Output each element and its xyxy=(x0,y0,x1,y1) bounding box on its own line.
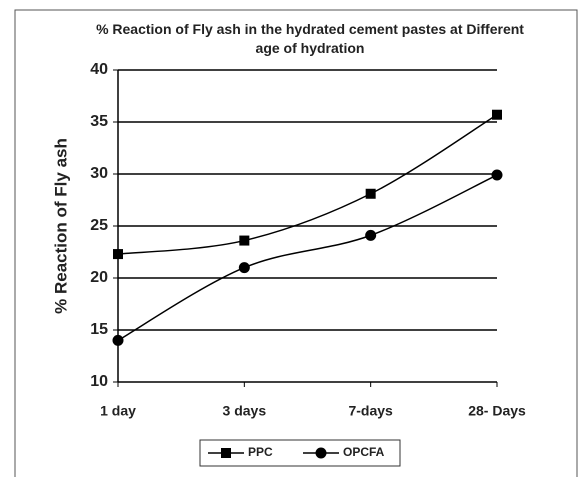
x-tick-label: 7-days xyxy=(348,403,393,419)
x-tick-label: 3 days xyxy=(223,403,267,419)
y-tick-label: 40 xyxy=(90,61,108,78)
chart-title: % Reaction of Fly ash in the hydrated ce… xyxy=(96,21,524,56)
data-point xyxy=(365,188,376,199)
data-point xyxy=(365,229,377,241)
legend-marker xyxy=(315,447,327,459)
x-tick-label: 28- Days xyxy=(468,403,526,419)
y-tick-label: 20 xyxy=(90,269,108,286)
y-tick-label: 15 xyxy=(90,321,108,338)
series-line xyxy=(117,174,498,342)
legend-label: PPC xyxy=(248,445,273,459)
data-point xyxy=(113,249,123,260)
x-tick-label: 1 day xyxy=(100,403,136,419)
data-point xyxy=(492,109,502,120)
series-line xyxy=(117,114,498,255)
legend-marker xyxy=(221,448,231,458)
y-tick-label: 25 xyxy=(90,217,108,234)
y-tick-label: 30 xyxy=(90,165,108,182)
y-tick-label: 10 xyxy=(90,373,108,390)
legend-box xyxy=(199,439,401,467)
data-point xyxy=(239,235,250,246)
y-tick-label: 35 xyxy=(90,113,108,130)
y-axis-label: % Reaction of Fly ash xyxy=(51,138,70,314)
data-point xyxy=(112,334,124,346)
data-point xyxy=(238,262,250,274)
data-point xyxy=(491,169,503,181)
outer-border xyxy=(14,9,578,477)
legend-label: OPCFA xyxy=(343,445,385,459)
